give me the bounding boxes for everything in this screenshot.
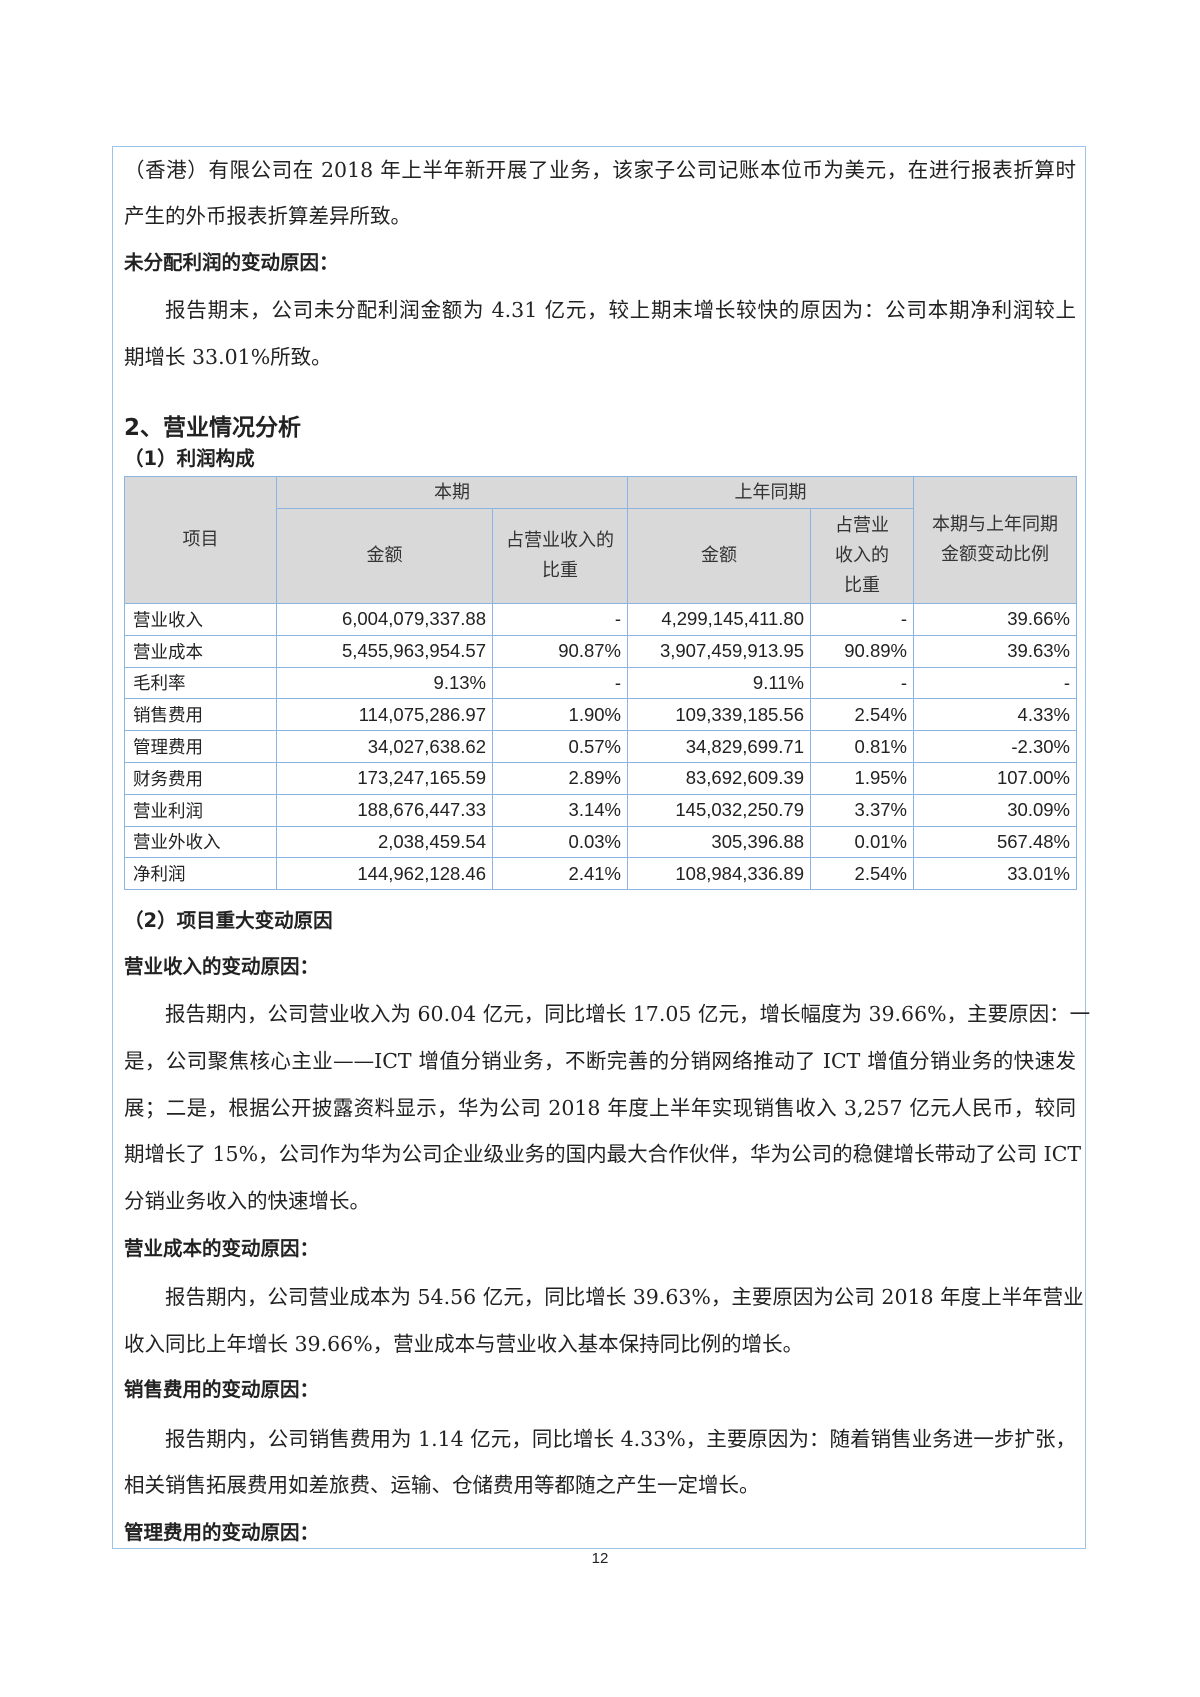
header-item: 项目 bbox=[124, 476, 277, 604]
section-title: 2、营业情况分析 bbox=[124, 415, 302, 441]
header-amount-prior: 金额 bbox=[627, 508, 811, 604]
paragraph-line: 收入同比上年增长 39.66%，营业成本与营业收入基本保持同比例的增长。 bbox=[124, 1332, 804, 1356]
page-number: 12 bbox=[591, 1550, 609, 1567]
table-cell: 305,396.88 bbox=[627, 825, 811, 859]
table-cell: 2,038,459.54 bbox=[276, 825, 493, 859]
table-cell: 33.01% bbox=[913, 857, 1077, 891]
paragraph-line: 报告期末，公司未分配利润金额为 4.31 亿元，较上期末增长较快的原因为：公司本… bbox=[165, 298, 1076, 322]
table-cell: 0.01% bbox=[810, 825, 914, 859]
table-row: 管理费用 34,027,638.62 0.57% 34,829,699.71 0.81%… bbox=[124, 730, 1077, 763]
table-cell: - bbox=[492, 666, 628, 700]
table-cell: 34,829,699.71 bbox=[627, 730, 811, 763]
header-amount: 金额 bbox=[276, 508, 493, 604]
heading-revenue: 营业收入的变动原因： bbox=[124, 955, 320, 978]
table-cell: 34,027,638.62 bbox=[276, 730, 493, 763]
table-cell: 109,339,185.56 bbox=[627, 698, 811, 732]
subsection-profit-structure: （1）利润构成 bbox=[124, 447, 255, 470]
table-cell: 108,984,336.89 bbox=[627, 857, 811, 891]
paragraph-line: 期增长了 15%，公司作为华为公司企业级业务的国内最大合作伙伴，华为公司的稳健增… bbox=[124, 1142, 1082, 1166]
heading-undistributed-profit: 未分配利润的变动原因： bbox=[124, 251, 339, 274]
table-cell: 2.41% bbox=[492, 857, 628, 891]
table-row: 净利润 144,962,128.46 2.41% 108,984,336.89 2.54… bbox=[124, 857, 1077, 891]
row-label: 净利润 bbox=[124, 857, 277, 891]
table-cell: 90.89% bbox=[810, 634, 914, 668]
table-cell: 3.37% bbox=[810, 793, 914, 827]
table-cell: 0.81% bbox=[810, 730, 914, 763]
heading-selling: 销售费用的变动原因： bbox=[124, 1378, 320, 1401]
paragraph-line: 展；二是，根据公开披露资料显示，华为公司 2018 年度上半年实现销售收入 3,… bbox=[124, 1096, 1076, 1120]
table-row: 财务费用 173,247,165.59 2.89% 83,692,609.39 1.95… bbox=[124, 761, 1077, 795]
paragraph-line: （香港）有限公司在 2018 年上半年新开展了业务，该家子公司记账本位币为美元，… bbox=[124, 158, 1076, 182]
table-cell: 2.54% bbox=[810, 698, 914, 732]
table-cell: 83,692,609.39 bbox=[627, 761, 811, 795]
table-cell: -2.30% bbox=[913, 730, 1077, 763]
table-cell: 567.48% bbox=[913, 825, 1077, 859]
table-cell: 5,455,963,954.57 bbox=[276, 634, 493, 668]
content-frame bbox=[112, 146, 1086, 1549]
table-cell: 4.33% bbox=[913, 698, 1077, 732]
table-cell: 6,004,079,337.88 bbox=[276, 603, 493, 636]
table-cell: - bbox=[492, 603, 628, 636]
table-cell: 9.11% bbox=[627, 666, 811, 700]
table-cell: 1.95% bbox=[810, 761, 914, 795]
profit-table: 项目 本期 上年同期 本期与上年同期金额变动比例 金额 占营业收入的比重 金额 … bbox=[124, 476, 1077, 891]
row-label: 营业成本 bbox=[124, 634, 277, 668]
table-cell: 145,032,250.79 bbox=[627, 793, 811, 827]
table-row: 营业外收入 2,038,459.54 0.03% 305,396.88 0.01% 567… bbox=[124, 825, 1077, 859]
row-label: 管理费用 bbox=[124, 730, 277, 763]
table-cell: 39.66% bbox=[913, 603, 1077, 636]
row-label: 营业收入 bbox=[124, 603, 277, 636]
row-label: 销售费用 bbox=[124, 698, 277, 732]
table-cell: 30.09% bbox=[913, 793, 1077, 827]
subsection-major-changes: （2）项目重大变动原因 bbox=[124, 909, 333, 932]
table-cell: - bbox=[810, 666, 914, 700]
table-cell: 4,299,145,411.80 bbox=[627, 603, 811, 636]
paragraph-line: 期增长 33.01%所致。 bbox=[124, 345, 332, 369]
table-cell: 90.87% bbox=[492, 634, 628, 668]
row-label: 财务费用 bbox=[124, 761, 277, 795]
table-row: 营业成本 5,455,963,954.57 90.87% 3,907,459,913.… bbox=[124, 634, 1077, 668]
table-cell: 144,962,128.46 bbox=[276, 857, 493, 891]
row-label: 营业外收入 bbox=[124, 825, 277, 859]
table-cell: 9.13% bbox=[276, 666, 493, 700]
row-label: 营业利润 bbox=[124, 793, 277, 827]
table-cell: 2.54% bbox=[810, 857, 914, 891]
table-cell: 1.90% bbox=[492, 698, 628, 732]
table-row: 营业利润 188,676,447.33 3.14% 145,032,250.79 3.3… bbox=[124, 793, 1077, 827]
table-cell: 173,247,165.59 bbox=[276, 761, 493, 795]
table-cell: 114,075,286.97 bbox=[276, 698, 493, 732]
table-cell: 0.03% bbox=[492, 825, 628, 859]
table-cell: 3,907,459,913.95 bbox=[627, 634, 811, 668]
heading-cost: 营业成本的变动原因： bbox=[124, 1237, 320, 1260]
paragraph-line: 是，公司聚焦核心主业——ICT 增值分销业务，不断完善的分销网络推动了 ICT … bbox=[124, 1049, 1076, 1073]
table-cell: - bbox=[913, 666, 1077, 700]
table-cell: 3.14% bbox=[492, 793, 628, 827]
table-cell: 107.00% bbox=[913, 761, 1077, 795]
table-cell: 188,676,447.33 bbox=[276, 793, 493, 827]
paragraph-line: 报告期内，公司销售费用为 1.14 亿元，同比增长 4.33%，主要原因为：随着… bbox=[165, 1427, 1076, 1451]
table-cell: 0.57% bbox=[492, 730, 628, 763]
header-ratio-current: 占营业收入的比重 bbox=[492, 508, 628, 604]
heading-admin: 管理费用的变动原因： bbox=[124, 1521, 320, 1544]
table-cell: 39.63% bbox=[913, 634, 1077, 668]
table-cell: - bbox=[810, 603, 914, 636]
table-row: 毛利率 9.13% -9.11% - - bbox=[124, 666, 1077, 700]
table-row: 营业收入 6,004,079,337.88-4,299,145,411.80-39… bbox=[124, 603, 1077, 636]
table-row: 销售费用 114,075,286.97 1.90% 109,339,185.56 2.5… bbox=[124, 698, 1077, 732]
header-change: 本期与上年同期金额变动比例 bbox=[913, 476, 1077, 604]
paragraph-line: 分销业务收入的快速增长。 bbox=[124, 1189, 370, 1213]
paragraph-line: 报告期内，公司营业收入为 60.04 亿元，同比增长 17.05 亿元，增长幅度… bbox=[165, 1002, 1091, 1026]
table-cell: 2.89% bbox=[492, 761, 628, 795]
header-ratio-prior: 占营业收入的比重 bbox=[810, 508, 914, 604]
header-current: 本期 bbox=[276, 476, 628, 509]
header-prior: 上年同期 bbox=[627, 476, 914, 509]
paragraph-line: 相关销售拓展费用如差旅费、运输、仓储费用等都随之产生一定增长。 bbox=[124, 1473, 760, 1497]
paragraph-line: 产生的外币报表折算差异所致。 bbox=[124, 204, 411, 228]
row-label: 毛利率 bbox=[124, 666, 277, 700]
paragraph-line: 报告期内，公司营业成本为 54.56 亿元，同比增长 39.63%，主要原因为公… bbox=[165, 1285, 1084, 1309]
